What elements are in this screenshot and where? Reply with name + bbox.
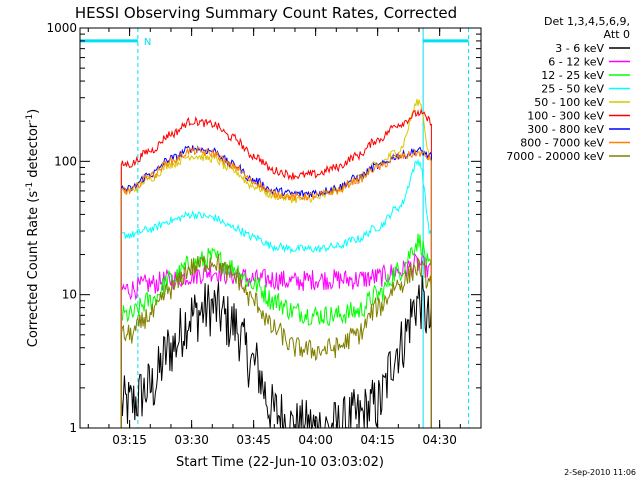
plot-area: N	[79, 28, 470, 430]
y-tick-label: 1000	[46, 21, 77, 35]
y-axis-label-end: )	[26, 109, 41, 114]
legend-label: 7000 - 20000 keV	[506, 150, 604, 163]
legend-header-line1: Det 1,3,4,5,6,9,	[544, 15, 630, 28]
x-tick-label: 04:30	[422, 433, 457, 447]
series-line	[120, 145, 432, 428]
series-line	[120, 158, 432, 428]
y-axis-label-sup2: -1	[25, 114, 35, 123]
x-axis-label: Start Time (22-Jun-10 03:03:02)	[176, 455, 384, 470]
y-axis-label-main: Corrected Count Rate (s	[26, 191, 41, 348]
y-axis-label-sup1: -1	[25, 182, 35, 191]
series-line	[120, 108, 432, 428]
y-axis-label-mid: detector	[26, 122, 41, 182]
x-tick-label: 04:15	[360, 433, 395, 447]
x-tick-label: 03:15	[112, 433, 147, 447]
legend-label: 100 - 300 keV	[527, 110, 604, 123]
legend-label: 50 - 100 keV	[534, 96, 604, 109]
x-tick-label: 04:00	[298, 433, 333, 447]
series-line	[120, 275, 432, 430]
series-line	[120, 254, 432, 428]
x-axis: 03:15 03:30 03:45 04:00 04:15 04:30	[87, 28, 482, 447]
series-line	[120, 146, 432, 428]
y-tick-label: 10	[62, 288, 77, 302]
x-tick-label: 03:30	[174, 433, 209, 447]
series-line	[120, 233, 432, 428]
y-axis-label: Corrected Count Rate (s-1 detector-1)	[25, 109, 41, 347]
legend-label: 300 - 800 keV	[527, 123, 604, 136]
legend-header-line2: Att 0	[604, 28, 630, 41]
legend-label: 3 - 6 keV	[555, 42, 604, 55]
legend-label: 800 - 7000 keV	[520, 137, 604, 150]
plot-frame	[79, 27, 482, 429]
legend-label: 6 - 12 keV	[548, 56, 604, 69]
y-axis: 1 10 100 1000	[46, 21, 481, 435]
chart-title: HESSI Observing Summary Count Rates, Cor…	[75, 4, 457, 22]
x-tick-label: 03:45	[236, 433, 271, 447]
y-tick-label: 100	[54, 154, 77, 168]
night-flag-label: N	[144, 37, 151, 48]
legend-label: 12 - 25 keV	[541, 69, 604, 82]
footer-timestamp: 2-Sep-2010 11:06	[564, 468, 636, 477]
legend-label: 25 - 50 keV	[541, 83, 604, 96]
y-tick-label: 1	[69, 421, 77, 435]
